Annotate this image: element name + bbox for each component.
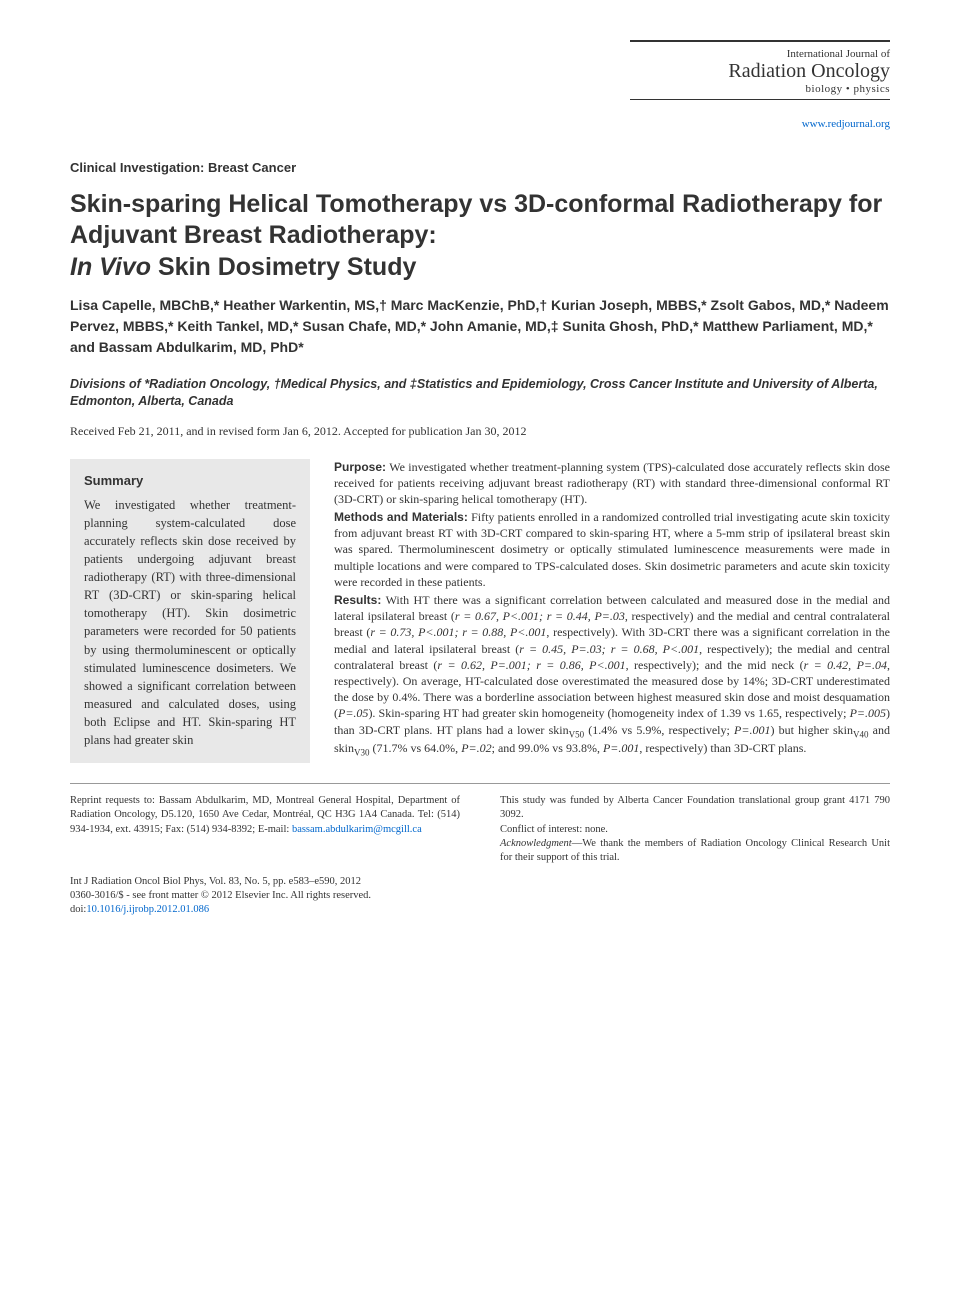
results-r1: r = 0.67, P<.001; r = 0.44, P=.03 (455, 609, 625, 623)
results-label: Results: (334, 593, 381, 607)
abstract-methods: Methods and Materials: Fifty patients en… (334, 509, 890, 590)
results-v30: V30 (354, 747, 370, 757)
article-title: Skin-sparing Helical Tomotherapy vs 3D-c… (70, 189, 890, 283)
results-r3: r = 0.45, P=.03; r = 0.68, P<.001 (519, 642, 699, 656)
results-t12: (71.7% vs 64.0%, (370, 741, 462, 755)
journal-name-sub: biology • physics (630, 83, 890, 95)
title-italic: In Vivo (70, 253, 151, 281)
results-t9: (1.4% vs 5.9%, respectively; (584, 723, 734, 737)
results-v50: V50 (569, 729, 585, 739)
coi-text: Conflict of interest: none. (500, 823, 890, 837)
footer-row: Reprint requests to: Bassam Abdulkarim, … (70, 783, 890, 865)
purpose-text: We investigated whether treatment-planni… (334, 460, 890, 506)
journal-name-main: Radiation Oncology (630, 60, 890, 83)
author-list: Lisa Capelle, MBChB,* Heather Warkentin,… (70, 295, 890, 358)
title-rest: Skin Dosimetry Study (151, 253, 416, 281)
citation-doi: doi:10.1016/j.ijrobp.2012.01.086 (70, 903, 890, 917)
summary-box: Summary We investigated whether treatmen… (70, 459, 310, 764)
funding-text: This study was funded by Alberta Cancer … (500, 794, 890, 822)
results-r4: r = 0.62, P=.001; r = 0.86, P<.001 (437, 658, 625, 672)
results-p3: P=.001 (734, 723, 770, 737)
acknowledgment: Acknowledgment—We thank the members of R… (500, 837, 890, 865)
footer-left: Reprint requests to: Bassam Abdulkarim, … (70, 794, 460, 865)
abstract-results: Results: With HT there was a significant… (334, 592, 890, 759)
received-dates: Received Feb 21, 2011, and in revised fo… (70, 424, 890, 439)
abstract-column: Purpose: We investigated whether treatme… (334, 459, 890, 764)
results-p1: P=.05 (338, 706, 368, 720)
results-p5: P=.001 (603, 741, 639, 755)
results-t10: ) but higher skin (770, 723, 853, 737)
journal-name-prefix: International Journal of (630, 48, 890, 60)
results-p2: P=.005 (850, 706, 886, 720)
doi-link[interactable]: 10.1016/j.ijrobp.2012.01.086 (86, 904, 209, 915)
doi-label: doi: (70, 904, 86, 915)
results-v40: V40 (853, 729, 869, 739)
results-r2: r = 0.73, P<.001; r = 0.88, P<.001 (370, 625, 546, 639)
results-t7: ). Skin-sparing HT had greater skin homo… (368, 706, 849, 720)
section-label: Clinical Investigation: Breast Cancer (70, 160, 890, 175)
reprint-email-link[interactable]: bassam.abdulkarim@mcgill.ca (292, 824, 422, 835)
results-t14: , respectively) than 3D-CRT plans. (639, 741, 806, 755)
results-p4: P=.02 (461, 741, 491, 755)
journal-divider (630, 99, 890, 100)
title-line1: Skin-sparing Helical Tomotherapy vs 3D-c… (70, 190, 882, 249)
summary-text: We investigated whether treatment-planni… (84, 496, 296, 750)
journal-url-link[interactable]: www.redjournal.org (630, 118, 890, 130)
main-content-row: Summary We investigated whether treatmen… (70, 459, 890, 764)
results-t5: , respectively); and the mid neck ( (626, 658, 804, 672)
affiliations: Divisions of *Radiation Oncology, †Medic… (70, 376, 890, 410)
footer-right: This study was funded by Alberta Cancer … (500, 794, 890, 865)
abstract-purpose: Purpose: We investigated whether treatme… (334, 459, 890, 508)
reprint-label: Reprint requests to: (70, 795, 155, 806)
purpose-label: Purpose: (334, 460, 386, 474)
results-t13: ; and 99.0% vs 93.8%, (492, 741, 603, 755)
results-r5: r = 0.42, P=.04 (804, 658, 887, 672)
citation-line2: 0360-3016/$ - see front matter © 2012 El… (70, 889, 890, 903)
ack-label: Acknowledgment (500, 838, 572, 849)
citation-block: Int J Radiation Oncol Biol Phys, Vol. 83… (70, 875, 890, 918)
citation-line1: Int J Radiation Oncol Biol Phys, Vol. 83… (70, 875, 890, 889)
journal-header: International Journal of Radiation Oncol… (630, 40, 890, 130)
methods-label: Methods and Materials: (334, 510, 468, 524)
summary-heading: Summary (84, 473, 296, 488)
